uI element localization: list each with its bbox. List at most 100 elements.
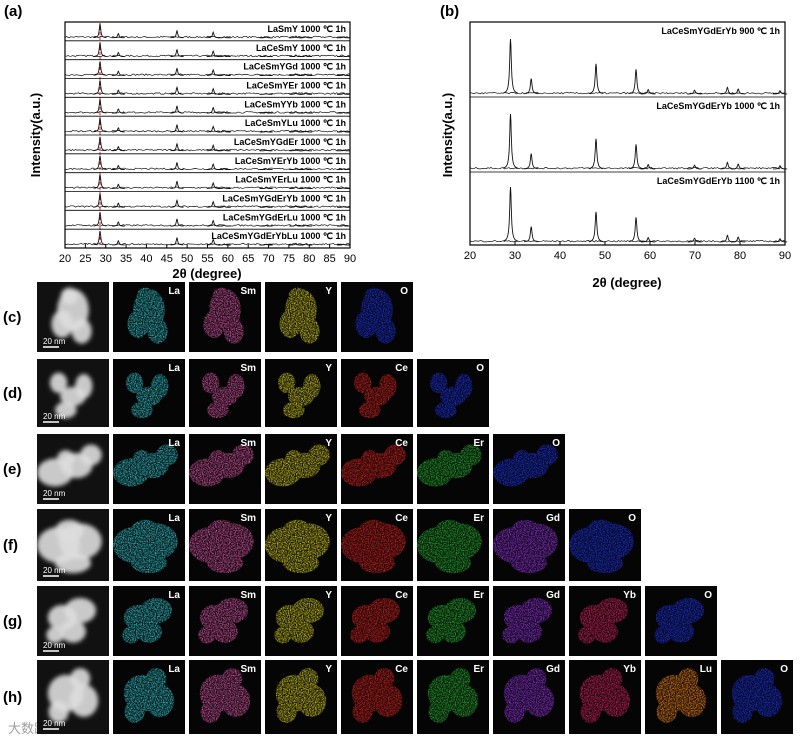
- particle: [511, 552, 547, 574]
- particle: [212, 620, 238, 643]
- diffraction-peak: [217, 73, 231, 76]
- diffraction-peak: [206, 219, 220, 227]
- particle: [375, 318, 396, 344]
- diffraction-peak: [93, 136, 107, 152]
- diffraction-peak: [259, 224, 273, 227]
- element-label: Y: [325, 286, 332, 297]
- diffraction-peak: [170, 199, 184, 208]
- panel-label: (a): [4, 3, 22, 20]
- diffraction-peak: [524, 226, 539, 243]
- sample-label: LaCeSmYEr 1000 ℃ 1h: [246, 81, 346, 91]
- particle: [460, 444, 482, 466]
- particle: [455, 373, 473, 399]
- diffraction-peak: [206, 125, 220, 133]
- particle: [668, 620, 694, 643]
- sample-label: LaCeSmYGd 1000 ℃ 1h: [243, 62, 346, 72]
- element-label: Ce: [395, 664, 408, 675]
- x-tick-label: 80: [303, 253, 315, 265]
- x-tick-label: 65: [242, 253, 254, 265]
- diffraction-peak: [259, 74, 273, 76]
- particle: [133, 450, 151, 467]
- particle: [379, 373, 397, 399]
- diffraction-peak: [217, 92, 231, 95]
- row-label: (f): [3, 537, 18, 554]
- row-label: (c): [3, 309, 21, 326]
- diffraction-peak: [217, 149, 231, 152]
- particle: [136, 620, 162, 643]
- particle: [51, 310, 73, 338]
- baseline-trace: [64, 35, 351, 39]
- diffraction-peak: [259, 55, 273, 58]
- element-label: Sm: [240, 363, 256, 374]
- diffraction-peak: [503, 113, 518, 169]
- particle: [227, 373, 245, 399]
- diffraction-peak: [259, 149, 273, 152]
- row-label: (e): [3, 461, 21, 478]
- diffraction-peak: [337, 243, 350, 246]
- eds-signal: [125, 372, 169, 419]
- x-tick-label: 90: [344, 253, 356, 265]
- diffraction-peak: [259, 130, 273, 133]
- element-label: Y: [325, 590, 332, 601]
- element-label: O: [552, 438, 560, 449]
- x-tick-label: 40: [140, 253, 152, 265]
- particle: [352, 700, 373, 723]
- x-tick-label: 50: [181, 253, 193, 265]
- particle: [147, 318, 168, 344]
- x-tick-label: 60: [644, 250, 656, 262]
- scale-bar-label: 20 nm: [43, 719, 66, 728]
- sample-label: LaCeSmYErLu 1000 ℃ 1h: [235, 175, 346, 185]
- x-tick-label: 30: [509, 250, 521, 262]
- element-label: Y: [325, 664, 332, 675]
- row-label: (g): [3, 613, 22, 630]
- particle: [292, 597, 325, 624]
- x-tick-label: 75: [283, 253, 295, 265]
- diffraction-peak: [111, 164, 125, 171]
- element-label: O: [780, 664, 788, 675]
- element-label: Ce: [395, 590, 408, 601]
- element-label: O: [704, 590, 712, 601]
- diffraction-peak: [206, 238, 220, 246]
- particle: [64, 597, 97, 624]
- particle: [212, 287, 231, 305]
- sample-label: LaCeSmYLu 1000 ℃ 1h: [245, 118, 346, 128]
- x-tick-label: 30: [100, 253, 112, 265]
- particle: [359, 519, 388, 542]
- particle: [49, 372, 68, 393]
- particle: [350, 626, 368, 644]
- diffraction-peak: [503, 38, 518, 94]
- haadf-particles: [51, 287, 92, 344]
- particle: [526, 668, 547, 689]
- particle: [364, 620, 390, 643]
- diffraction-peak: [731, 236, 746, 243]
- diffraction-peak: [259, 36, 273, 39]
- diffraction-peak: [772, 238, 788, 243]
- particle: [511, 519, 540, 542]
- particle: [435, 401, 457, 419]
- element-label: Gd: [546, 513, 560, 524]
- scale-bar-label: 20 nm: [43, 489, 66, 498]
- particle: [426, 626, 444, 644]
- x-tick-label: 20: [464, 250, 476, 262]
- diffraction-peak: [299, 149, 313, 152]
- particle: [55, 552, 91, 574]
- particle: [359, 552, 395, 574]
- particle: [207, 401, 229, 419]
- element-label: Y: [325, 513, 332, 524]
- particle: [578, 626, 596, 644]
- particle: [145, 684, 175, 717]
- eds-signal: [123, 668, 175, 723]
- diffraction-peak: [111, 89, 125, 95]
- element-label: Ce: [395, 363, 408, 374]
- diffraction-peak: [206, 50, 220, 58]
- diffraction-peak: [111, 221, 125, 227]
- particle: [602, 668, 623, 689]
- x-tick-label: 85: [324, 253, 336, 265]
- eds-signal: [113, 519, 178, 574]
- particle: [274, 626, 292, 644]
- diffraction-peak: [588, 63, 604, 94]
- diffraction-peak: [336, 111, 351, 114]
- eds-signal: [493, 444, 558, 487]
- diffraction-peak: [628, 217, 644, 242]
